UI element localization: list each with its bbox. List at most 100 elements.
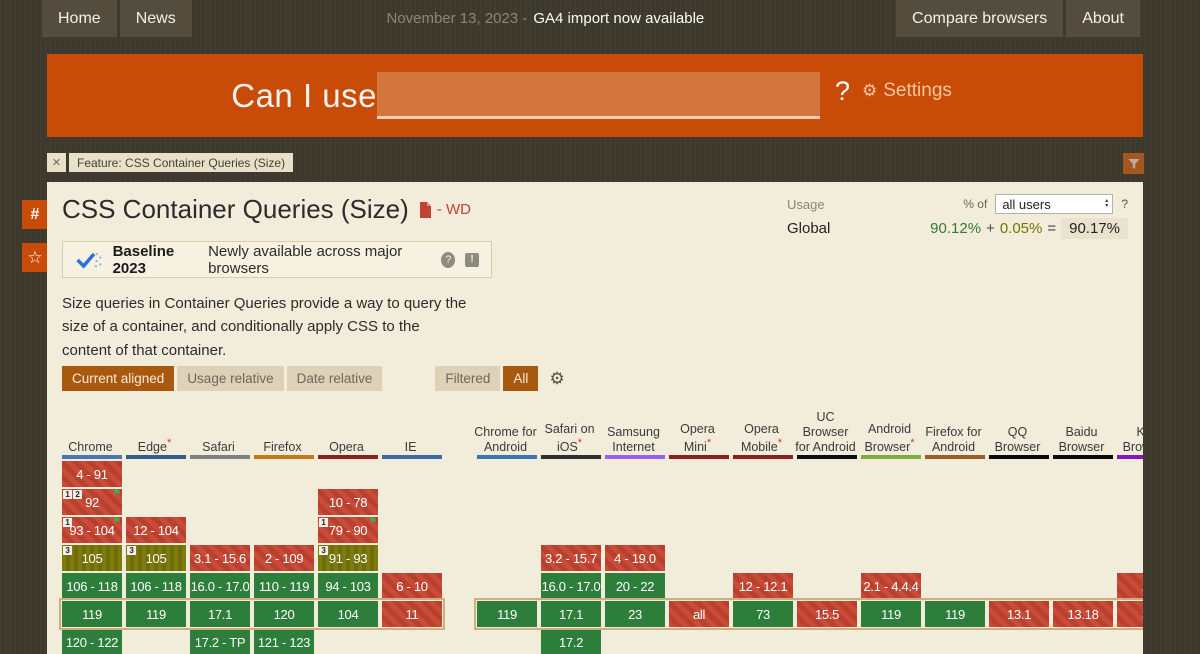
- usage-label: Usage: [787, 197, 825, 212]
- browser-header-baidu-browser[interactable]: Baidu Browser: [1053, 395, 1113, 455]
- support-cell-firefox[interactable]: 121 - 123: [254, 629, 314, 654]
- feature-search: [377, 72, 820, 119]
- support-cell-qq-browser[interactable]: 13.1: [989, 601, 1049, 627]
- browser-header-opera-mobile[interactable]: Opera Mobile*: [733, 395, 793, 455]
- support-cell-safari-ios[interactable]: 17.1: [541, 601, 601, 627]
- support-cell-samsung-internet[interactable]: 4 - 19.0: [605, 545, 665, 571]
- support-cell-chrome[interactable]: 9212⚑: [62, 489, 122, 515]
- view-button-date-relative[interactable]: Date relative: [287, 366, 383, 391]
- baseline-feedback-icon[interactable]: !: [465, 253, 479, 267]
- announcement[interactable]: November 13, 2023 - GA4 import now avail…: [195, 0, 896, 37]
- support-cell-opera-mobile[interactable]: 73: [733, 601, 793, 627]
- version-cells: 119: [477, 461, 537, 654]
- browser-header-opera-mini[interactable]: Opera Mini*: [669, 395, 729, 455]
- site-header: Can I use ? ⚙ Settings: [47, 54, 1143, 137]
- table-settings-gear-icon[interactable]: ⚙: [549, 369, 564, 389]
- support-cell-firefox[interactable]: 120: [254, 601, 314, 627]
- browser-header-firefox[interactable]: Firefox: [254, 395, 314, 455]
- browser-header-safari-ios[interactable]: Safari on iOS*: [541, 395, 601, 455]
- support-cell-opera[interactable]: 79 - 901⚑: [318, 517, 378, 543]
- nav-item-news[interactable]: News: [120, 0, 192, 37]
- support-cell-chrome[interactable]: 120 - 122: [62, 629, 122, 654]
- equals-sign: =: [1047, 220, 1056, 237]
- support-cell-kai-browser[interactable]: 3.: [1117, 601, 1143, 627]
- support-cell-opera[interactable]: 94 - 103: [318, 573, 378, 599]
- flag-icon: ⚑: [112, 488, 121, 499]
- support-cell-safari-ios[interactable]: 17.2: [541, 629, 601, 654]
- permalink-button[interactable]: #: [22, 200, 48, 229]
- feature-tag: ✕ Feature: CSS Container Queries (Size): [47, 153, 293, 172]
- browser-header-edge[interactable]: Edge*: [126, 395, 186, 455]
- browser-header-ie[interactable]: IE: [382, 395, 442, 455]
- nav-item-about[interactable]: About: [1066, 0, 1140, 37]
- browser-header-uc-browser[interactable]: UC Browser for Android: [797, 395, 857, 455]
- support-cell-android-browser[interactable]: 2.1 - 4.4.4: [861, 573, 921, 599]
- support-cell-chrome[interactable]: 106 - 118: [62, 573, 122, 599]
- feature-description: Size queries in Container Queries provid…: [62, 292, 470, 362]
- browser-header-android-browser[interactable]: Android Browser*: [861, 395, 921, 455]
- usage-help-button[interactable]: ?: [1121, 197, 1128, 211]
- view-button-usage-relative[interactable]: Usage relative: [177, 366, 283, 391]
- search-input[interactable]: [377, 72, 600, 116]
- baseline-help-icon[interactable]: ?: [441, 252, 455, 268]
- favorite-star-button[interactable]: ☆: [22, 243, 48, 272]
- baseline-title: Baseline 2023: [113, 243, 199, 277]
- support-cell-samsung-internet[interactable]: 23: [605, 601, 665, 627]
- support-cell-safari[interactable]: 17.2 - TP: [190, 629, 250, 654]
- filter-button[interactable]: [1123, 153, 1144, 174]
- browser-color-bar: [541, 455, 601, 459]
- browser-header-opera[interactable]: Opera: [318, 395, 378, 455]
- support-cell-kai-browser[interactable]: 2.: [1117, 573, 1143, 599]
- support-cell-samsung-internet[interactable]: 20 - 22: [605, 573, 665, 599]
- support-cell-safari[interactable]: 3.1 - 15.6: [190, 545, 250, 571]
- browser-name: UC Browser for Android: [794, 410, 857, 455]
- support-cell-opera-mini[interactable]: all: [669, 601, 729, 627]
- browser-header-firefox-android[interactable]: Firefox for Android: [925, 395, 985, 455]
- support-cell-firefox[interactable]: 110 - 119: [254, 573, 314, 599]
- version-cells: 12 - 12.173: [733, 461, 793, 654]
- support-cell-edge[interactable]: 106 - 118: [126, 573, 186, 599]
- view-button-all[interactable]: All: [503, 366, 538, 391]
- support-cell-firefox-android[interactable]: 119: [925, 601, 985, 627]
- support-cell-android-browser[interactable]: 119: [861, 601, 921, 627]
- support-cell-uc-browser[interactable]: 15.5: [797, 601, 857, 627]
- support-cell-ie[interactable]: 6 - 10: [382, 573, 442, 599]
- nav-item-home[interactable]: Home: [42, 0, 117, 37]
- support-cell-edge[interactable]: 1053: [126, 545, 186, 571]
- version-cells: 10 - 7879 - 901⚑91 - 93394 - 103104: [318, 461, 378, 654]
- browser-header-kai-browser[interactable]: Kai Browser: [1117, 395, 1143, 455]
- support-cell-safari-ios[interactable]: 3.2 - 15.7: [541, 545, 601, 571]
- support-cell-opera[interactable]: 104: [318, 601, 378, 627]
- support-cell-baidu-browser[interactable]: 13.18: [1053, 601, 1113, 627]
- usage-select[interactable]: all users ▴▾: [995, 194, 1113, 214]
- browser-column-safari-ios: Safari on iOS* 3.2 - 15.716.0 - 17.017.11…: [541, 395, 601, 654]
- support-cell-opera[interactable]: 91 - 933: [318, 545, 378, 571]
- support-cell-safari[interactable]: 17.1: [190, 601, 250, 627]
- support-cell-chrome-android[interactable]: 119: [477, 601, 537, 627]
- browser-header-safari[interactable]: Safari: [190, 395, 250, 455]
- settings-button[interactable]: ⚙ Settings: [862, 80, 952, 102]
- view-button-filtered[interactable]: Filtered: [435, 366, 500, 391]
- support-cell-edge[interactable]: 119: [126, 601, 186, 627]
- browser-header-chrome[interactable]: Chrome: [62, 395, 122, 455]
- support-cell-firefox[interactable]: 2 - 109: [254, 545, 314, 571]
- spec-status[interactable]: - WD: [419, 201, 471, 218]
- support-cell-edge[interactable]: 12 - 104: [126, 517, 186, 543]
- search-input-secondary[interactable]: [600, 72, 823, 116]
- site-logo[interactable]: Can I use: [47, 54, 377, 137]
- nav-item-compare-browsers[interactable]: Compare browsers: [896, 0, 1063, 37]
- support-cell-opera[interactable]: 10 - 78: [318, 489, 378, 515]
- close-icon[interactable]: ✕: [47, 153, 66, 172]
- support-cell-safari[interactable]: 16.0 - 17.0: [190, 573, 250, 599]
- browser-header-samsung-internet[interactable]: Samsung Internet: [605, 395, 665, 455]
- support-cell-opera-mobile[interactable]: 12 - 12.1: [733, 573, 793, 599]
- support-cell-chrome[interactable]: 119: [62, 601, 122, 627]
- support-cell-chrome[interactable]: 4 - 91: [62, 461, 122, 487]
- support-cell-ie[interactable]: 11: [382, 601, 442, 627]
- support-cell-chrome[interactable]: 1053: [62, 545, 122, 571]
- browser-header-qq-browser[interactable]: QQ Browser: [989, 395, 1049, 455]
- support-cell-chrome[interactable]: 93 - 1041⚑: [62, 517, 122, 543]
- browser-header-chrome-android[interactable]: Chrome for Android: [477, 395, 537, 455]
- support-cell-safari-ios[interactable]: 16.0 - 17.0: [541, 573, 601, 599]
- view-button-current-aligned[interactable]: Current aligned: [62, 366, 174, 391]
